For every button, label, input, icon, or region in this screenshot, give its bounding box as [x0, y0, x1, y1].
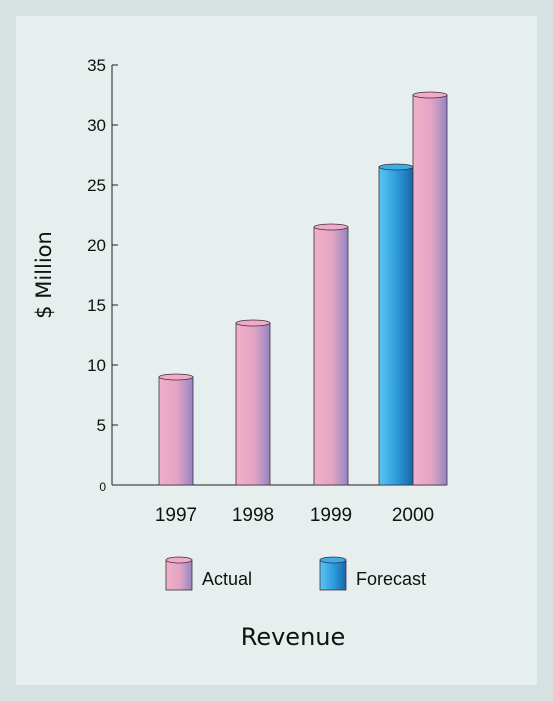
legend-swatch-actual-top [165, 556, 193, 564]
bar-actual-1997-body [158, 376, 194, 486]
bar-actual-1999 [313, 223, 349, 486]
x-tick-label: 1998 [232, 505, 274, 526]
y-tick-label: 20 [87, 236, 106, 255]
legend-swatch-forecast [319, 556, 347, 591]
y-tick-label: 0 [99, 480, 106, 494]
bar-forecast-2000-top [378, 163, 414, 171]
legend-swatch-forecast-body [319, 559, 347, 591]
chart-legend: Actual Forecast [165, 556, 426, 591]
legend-swatch-actual-body [165, 559, 193, 591]
y-tick-label: 15 [87, 296, 106, 315]
bar-actual-1999-top [313, 223, 349, 231]
bar-actual-1999-body [313, 226, 349, 486]
y-tick-label: 35 [87, 56, 106, 75]
x-tick-label: 1999 [310, 505, 352, 526]
bar-actual-2000-top [412, 91, 448, 99]
bar-actual-1997 [158, 373, 194, 486]
legend-label-actual: Actual [202, 569, 252, 589]
bar-forecast-2000-body [378, 166, 414, 486]
x-tick-label: 1997 [155, 505, 197, 526]
legend-swatch-forecast-top [319, 556, 347, 564]
chart-bars [158, 91, 448, 486]
x-tick-label: 2000 [392, 505, 434, 526]
chart-panel [16, 16, 537, 685]
y-tick-label: 25 [87, 176, 106, 195]
legend-label-forecast: Forecast [356, 569, 426, 589]
y-tick-label: 30 [87, 116, 106, 135]
bar-actual-2000-body [412, 94, 448, 486]
bar-forecast-2000 [378, 163, 414, 486]
chart-caption: Revenue [241, 623, 346, 651]
y-axis-label: $ Million [32, 231, 56, 319]
legend-swatch-actual [165, 556, 193, 591]
x-tick-labels: 1997 1998 1999 2000 [155, 505, 434, 526]
bar-actual-1998 [235, 319, 271, 486]
bar-actual-1998-body [235, 322, 271, 486]
bar-actual-1998-top [235, 319, 271, 327]
y-tick-label: 10 [87, 356, 106, 375]
y-tick-label: 5 [97, 416, 106, 435]
bar-actual-2000 [412, 91, 448, 486]
bar-actual-1997-top [158, 373, 194, 381]
chart-axes: 0 5 10 15 20 25 30 35 [87, 56, 447, 494]
